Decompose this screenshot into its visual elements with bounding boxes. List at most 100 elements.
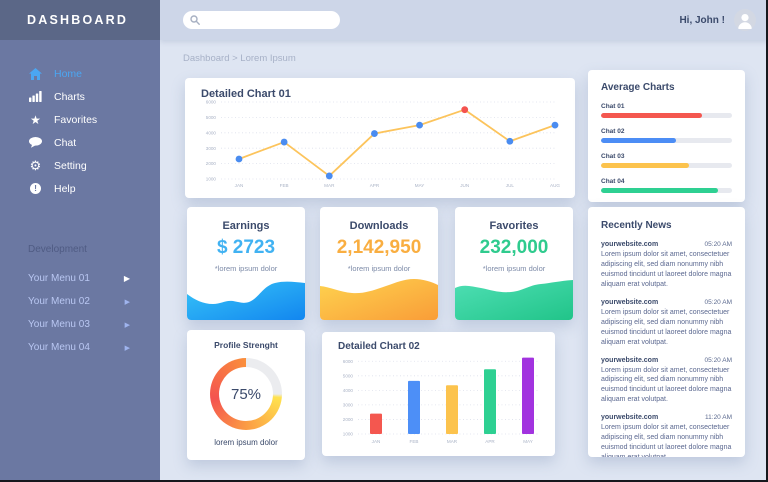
svg-text:3000: 3000 bbox=[206, 146, 217, 151]
news-item[interactable]: yourwebsite.com 05:20 AM Lorem ipsum dolor… bbox=[601, 299, 732, 348]
sidebar: DASHBOARD Home Charts ★ Favorites Chat ⚙ Setti… bbox=[0, 0, 160, 482]
stat-value: $ 2723 bbox=[216, 237, 276, 258]
sidebar-item-your-menu-02[interactable]: Your Menu 02 ▶ bbox=[0, 290, 160, 313]
window-edge-right bbox=[766, 0, 768, 482]
average-bars: Chat 01 Chat 02 Chat 03 Chat 04 bbox=[601, 103, 732, 193]
news-body: Lorem ipsum dolor sit amet, consectetuer… bbox=[601, 308, 732, 346]
news-head: yourwebsite.com 11:20 AM bbox=[601, 414, 732, 421]
news-source[interactable]: yourwebsite.com bbox=[601, 414, 659, 422]
star-icon: ★ bbox=[30, 112, 41, 127]
dev-item-label: Your Menu 03 bbox=[28, 319, 90, 330]
stat-note: *lorem ipsum dolor bbox=[482, 264, 546, 273]
news-time: 11:20 AM bbox=[705, 414, 732, 422]
svg-text:1000: 1000 bbox=[343, 432, 354, 437]
chart-01-title: Detailed Chart 01 bbox=[201, 88, 291, 100]
breadcrumb: Dashboard > Lorem Ipsum bbox=[183, 53, 296, 64]
sidebar-dev-menu: Your Menu 01 ▶ Your Menu 02 ▶ Your Menu 03 ▶ Y… bbox=[0, 267, 160, 359]
sidebar-item-chat[interactable]: Chat bbox=[0, 131, 160, 154]
news-source[interactable]: yourwebsite.com bbox=[601, 241, 659, 248]
chart-02-title: Detailed Chart 02 bbox=[338, 341, 420, 352]
average-bar-row: Chat 03 bbox=[601, 153, 732, 168]
svg-text:JAN: JAN bbox=[372, 439, 381, 444]
dev-item-label: Your Menu 02 bbox=[28, 296, 90, 307]
news-body: Lorem ipsum dolor sit amet, consectetuer… bbox=[601, 366, 732, 404]
progress-fill bbox=[601, 138, 676, 143]
average-bar-label: Chat 04 bbox=[601, 178, 625, 185]
sidebar-item-charts[interactable]: Charts bbox=[0, 85, 160, 108]
favorites-wave-chart bbox=[455, 280, 573, 320]
earnings-wave-chart bbox=[187, 281, 305, 320]
profile-strength-value: 75% bbox=[230, 385, 262, 403]
sidebar-item-label: Favorites bbox=[54, 113, 98, 126]
dev-item-label: Your Menu 01 bbox=[28, 273, 90, 284]
average-bar-row: Chat 04 bbox=[601, 178, 732, 193]
line-chart: 6000 5000 4000 3000 2000 1000 JAN FEB MAR APR MAY J… bbox=[206, 100, 561, 188]
average-bar-row: Chat 02 bbox=[601, 128, 732, 143]
recently-news-title: Recently News bbox=[601, 220, 672, 231]
progress-fill bbox=[601, 188, 718, 193]
sidebar-item-label: Charts bbox=[54, 90, 85, 103]
svg-text:6000: 6000 bbox=[343, 359, 354, 364]
average-bar-label: Chat 03 bbox=[601, 153, 625, 160]
news-item[interactable]: yourwebsite.com 05:20 AM Lorem ipsum dolor… bbox=[601, 357, 732, 406]
sidebar-item-help[interactable]: ! Help bbox=[0, 177, 160, 200]
average-bar-label: Chat 02 bbox=[601, 128, 625, 135]
gear-icon: ⚙ bbox=[29, 158, 42, 173]
svg-text:2000: 2000 bbox=[343, 417, 354, 422]
sidebar-item-favorites[interactable]: ★ Favorites bbox=[0, 108, 160, 131]
triangle-right-icon: ▶ bbox=[123, 274, 130, 283]
app-logo: DASHBOARD bbox=[27, 13, 129, 27]
sidebar-item-label: Setting bbox=[54, 159, 87, 172]
average-charts-card: Average Charts Chat 01 Chat 02 Chat 03 Chat… bbox=[588, 70, 745, 202]
sidebar-item-your-menu-04[interactable]: Your Menu 04 ▶ bbox=[0, 336, 160, 359]
news-item[interactable]: yourwebsite.com 05:20 AM Lorem ipsum dolor… bbox=[601, 241, 732, 290]
progress-fill bbox=[601, 113, 702, 118]
news-head: yourwebsite.com 05:20 AM bbox=[601, 357, 732, 364]
news-item[interactable]: yourwebsite.com 11:20 AM Lorem ipsum dolor… bbox=[601, 414, 732, 457]
sidebar-item-label: Home bbox=[54, 67, 83, 80]
news-time: 05:20 AM bbox=[704, 241, 732, 248]
news-source[interactable]: yourwebsite.com bbox=[601, 356, 659, 364]
window-edge-bottom bbox=[0, 480, 768, 482]
svg-text:MAR: MAR bbox=[447, 439, 458, 444]
average-bar-row: Chat 01 bbox=[601, 103, 732, 118]
avatar[interactable] bbox=[734, 9, 756, 31]
sidebar-item-home[interactable]: Home bbox=[0, 62, 160, 85]
stat-title: Earnings bbox=[222, 220, 270, 232]
svg-text:2000: 2000 bbox=[206, 161, 217, 166]
news-list: yourwebsite.com 05:20 AM Lorem ipsum dolor… bbox=[601, 241, 732, 457]
progress-track bbox=[601, 138, 732, 143]
user-area: Hi, John ! bbox=[679, 0, 756, 40]
help-icon: ! bbox=[28, 183, 43, 194]
downloads-wave-chart bbox=[320, 279, 438, 320]
news-source[interactable]: yourwebsite.com bbox=[601, 298, 659, 306]
svg-text:FEB: FEB bbox=[280, 183, 289, 188]
news-time: 05:20 AM bbox=[704, 356, 732, 364]
stat-note: *lorem ipsum dolor bbox=[347, 264, 411, 273]
svg-text:MAR: MAR bbox=[324, 183, 335, 188]
search-bar[interactable] bbox=[183, 11, 340, 29]
svg-text:4000: 4000 bbox=[343, 388, 354, 393]
svg-text:3000: 3000 bbox=[343, 403, 354, 408]
progress-fill bbox=[601, 163, 689, 168]
svg-text:4000: 4000 bbox=[206, 130, 217, 135]
progress-track bbox=[601, 163, 732, 168]
sidebar-menu: Home Charts ★ Favorites Chat ⚙ Setting ! Help bbox=[0, 62, 160, 200]
home-icon bbox=[28, 67, 43, 80]
stat-note: *lorem ipsum dolor bbox=[214, 264, 278, 273]
sidebar-item-label: Chat bbox=[54, 136, 77, 149]
svg-text:5000: 5000 bbox=[343, 373, 354, 378]
profile-strength-note: lorem ipsum dolor bbox=[214, 438, 278, 447]
sidebar-item-your-menu-01[interactable]: Your Menu 01 ▶ bbox=[0, 267, 160, 290]
topbar: Hi, John ! bbox=[160, 0, 768, 40]
sidebar-item-setting[interactable]: ⚙ Setting bbox=[0, 154, 160, 177]
search-input[interactable] bbox=[205, 15, 325, 25]
profile-strength-donut: 75% bbox=[210, 358, 282, 430]
detailed-chart-01-card: Detailed Chart 01 6000 5000 4000 3000 2000 10… bbox=[185, 78, 575, 198]
svg-text:MAY: MAY bbox=[523, 439, 533, 444]
sidebar-item-your-menu-03[interactable]: Your Menu 03 ▶ bbox=[0, 313, 160, 336]
stat-value: 232,000 bbox=[479, 237, 549, 258]
average-charts-title: Average Charts bbox=[601, 82, 675, 93]
profile-strength-title: Profile Strenght bbox=[214, 340, 278, 350]
news-time: 05:20 AM bbox=[704, 298, 732, 306]
